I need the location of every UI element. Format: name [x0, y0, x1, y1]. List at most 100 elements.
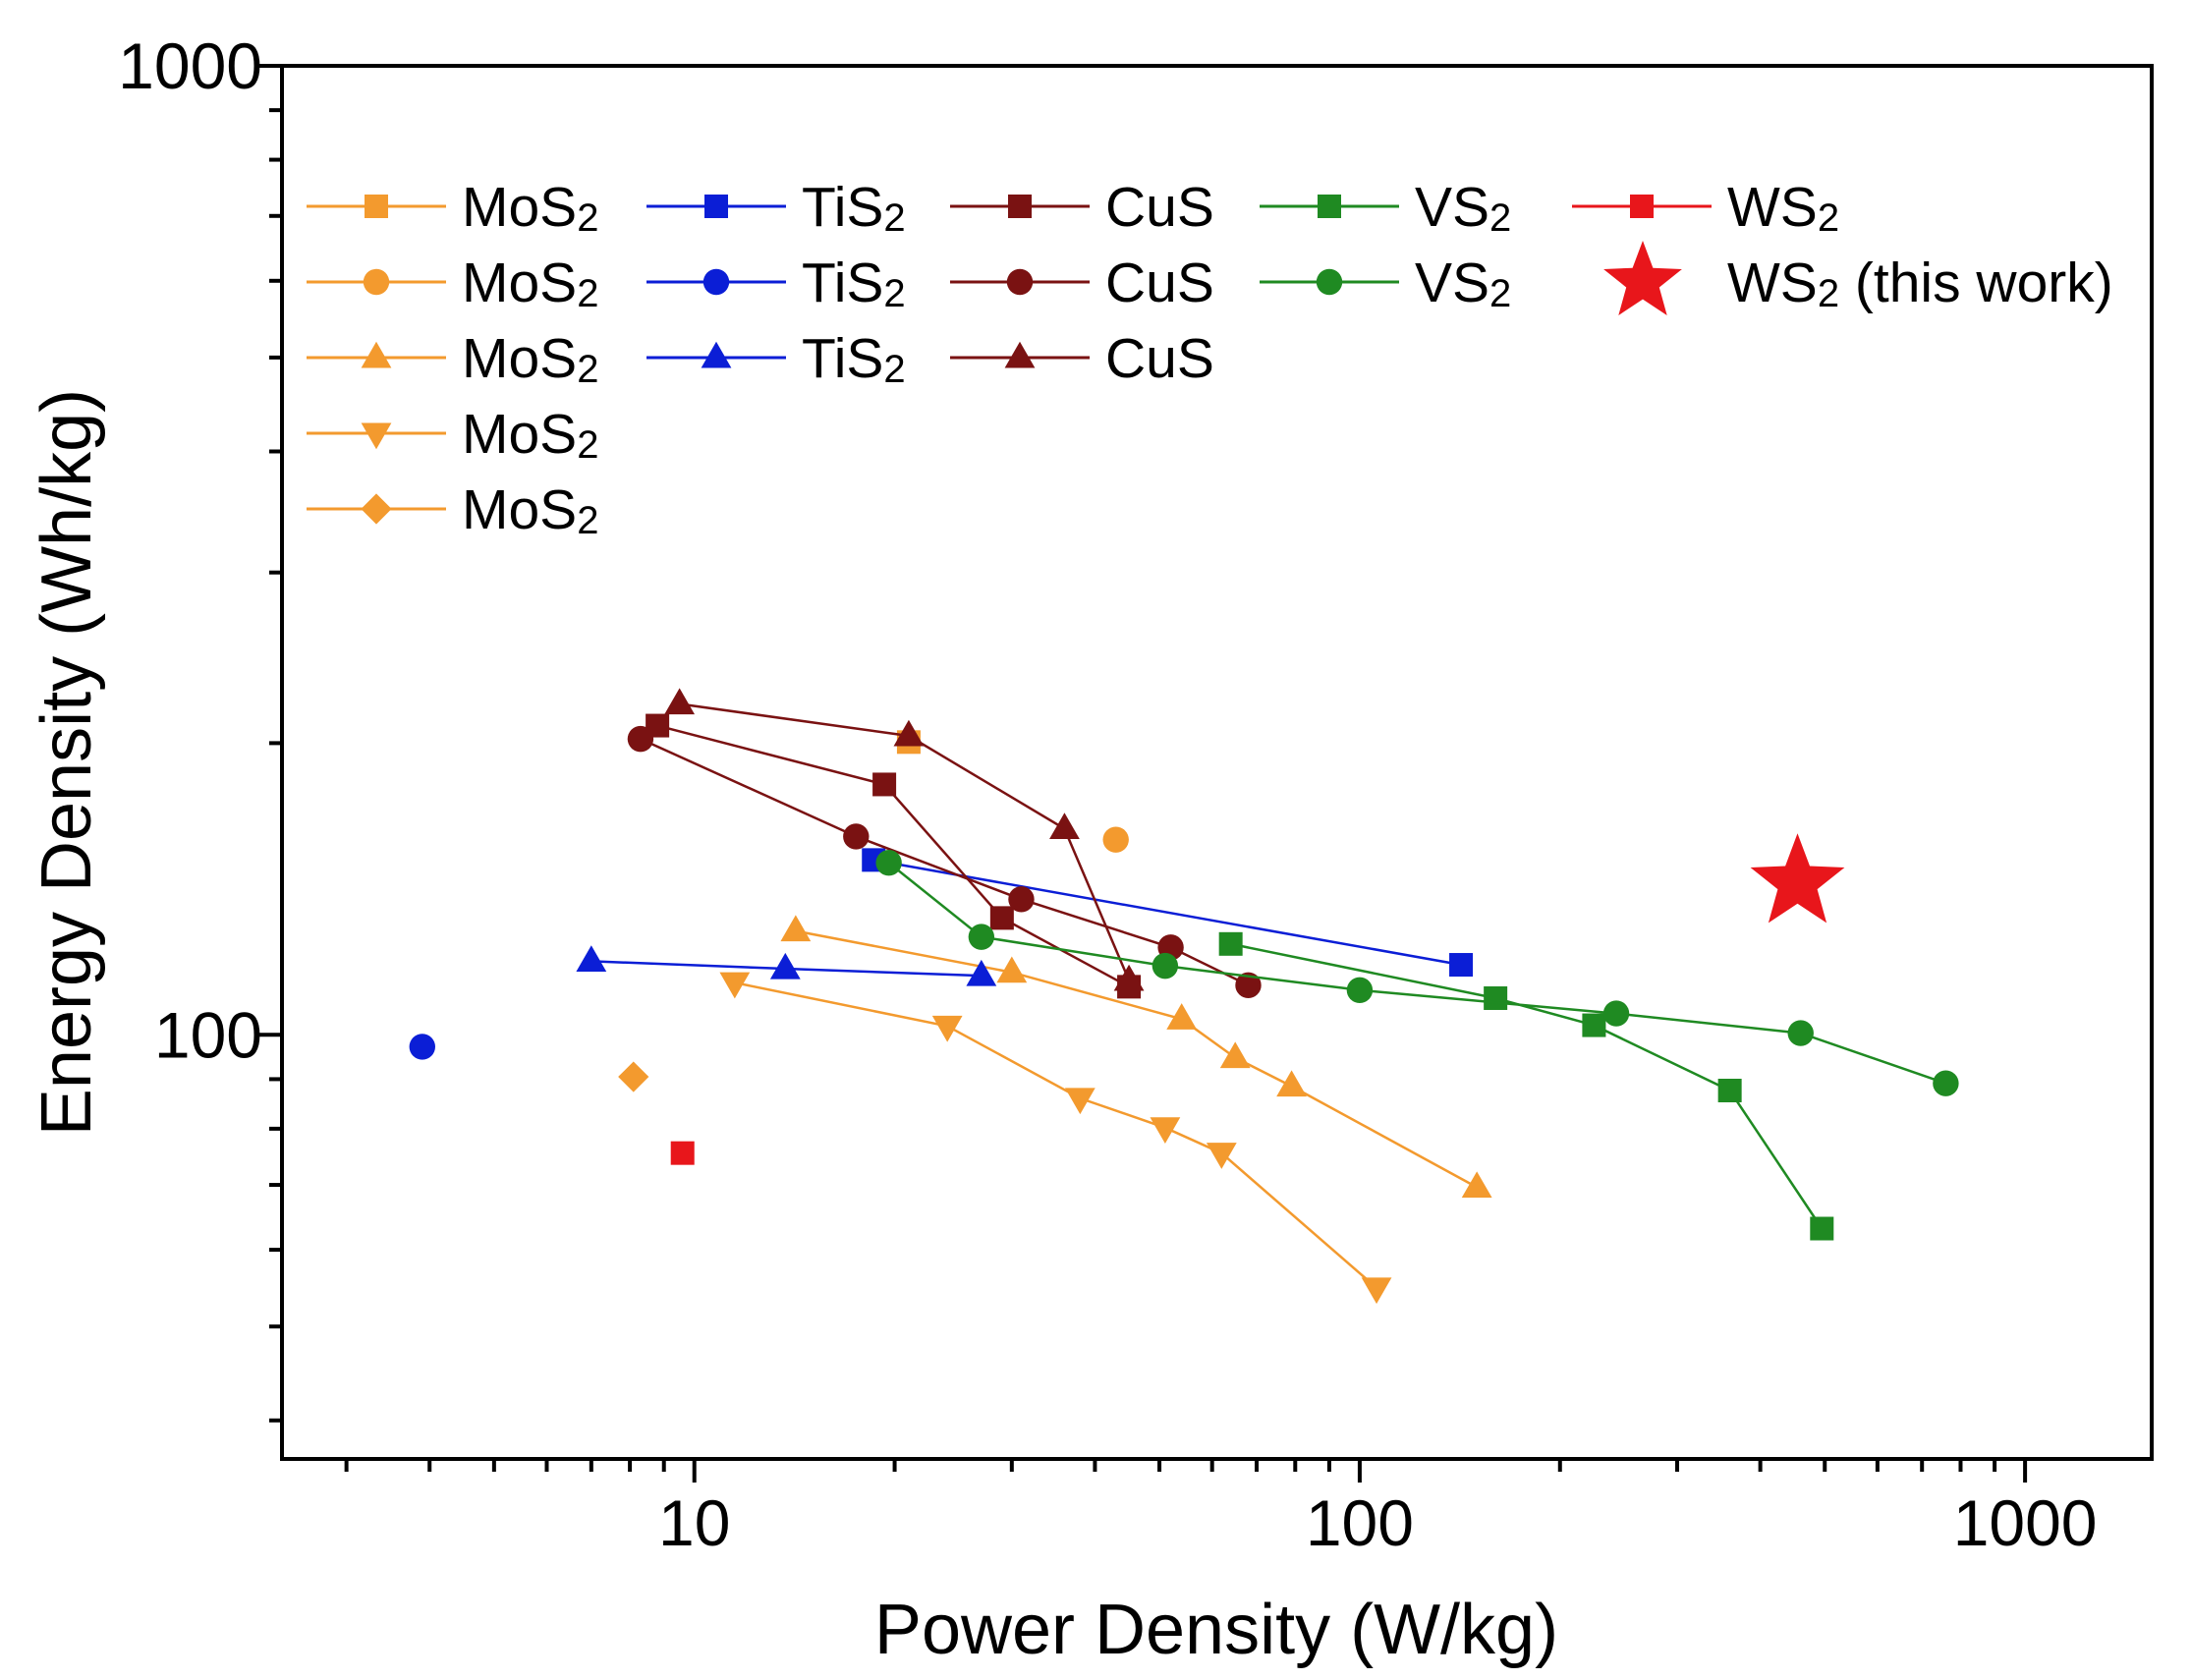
legend-label: VS2 [1415, 252, 1511, 315]
legend-entry-cus-square: CuS [950, 176, 1214, 239]
legend-label: MoS2 [462, 478, 598, 542]
series-vs-circle [875, 849, 1959, 1096]
legend-marker [361, 341, 392, 368]
y-axis-title: Energy Density (Wh/kg) [28, 389, 106, 1136]
legend-label: MoS2 [462, 327, 598, 391]
series-line [872, 859, 1462, 967]
series-tis-triangle-up [576, 945, 997, 986]
data-point [996, 956, 1028, 983]
series-line [640, 737, 1250, 986]
legend-entry-ws-square: WS2 [1572, 176, 1839, 240]
data-point [780, 915, 812, 942]
series-line [795, 929, 1478, 1189]
data-point [670, 1141, 695, 1165]
legend-label: CuS [1105, 176, 1214, 239]
data-point [843, 823, 870, 850]
legend-marker [361, 422, 392, 450]
data-point [872, 772, 897, 797]
data-point [1049, 812, 1080, 840]
data-point [1235, 972, 1262, 999]
legend-marker [704, 195, 728, 218]
legend-marker [1603, 241, 1682, 315]
legend-label: TiS2 [802, 176, 906, 240]
data-point [1166, 1003, 1198, 1030]
data-point [968, 924, 995, 950]
legend-entry-tis-square: TiS2 [646, 176, 906, 240]
legend-entry-vs-square: VS2 [1260, 176, 1511, 240]
data-point [1602, 1000, 1630, 1027]
series-layer [409, 688, 1959, 1305]
data-point [618, 1061, 649, 1092]
plot-frame [280, 64, 2154, 1461]
data-point [719, 972, 751, 999]
series-tis-circle [409, 1034, 435, 1060]
x-tick-label: 100 [1306, 1486, 1414, 1559]
data-point [1113, 964, 1145, 991]
data-point [1152, 952, 1179, 980]
legend-entry-tis-circle: TiS2 [646, 252, 906, 315]
data-point [1218, 931, 1243, 956]
legend-entry-tis-triangle-up: TiS2 [646, 327, 906, 391]
data-point [893, 719, 925, 747]
legend-marker [365, 195, 388, 218]
series-mos-triangle-down [719, 972, 1392, 1305]
legend-entry-mos-circle: MoS2 [307, 252, 598, 315]
legend-label: WS2 (this work) [1727, 252, 2113, 315]
data-point [1150, 1117, 1181, 1145]
axis-layer: 10 100 1000 100 1000 [118, 29, 2097, 1559]
data-point [1064, 1088, 1096, 1115]
data-point [1717, 1079, 1742, 1103]
x-tick-label: 10 [658, 1486, 730, 1559]
data-point [931, 1015, 963, 1042]
data-point [627, 725, 654, 753]
series-ws-star [1750, 833, 1845, 924]
legend-label: VS2 [1415, 176, 1511, 240]
data-point [576, 945, 607, 972]
data-point [1461, 1171, 1492, 1199]
data-point [1206, 1143, 1237, 1169]
legend-label: MoS2 [462, 176, 598, 240]
y-tick-label: 1000 [118, 29, 262, 102]
legend: MoS2 MoS2 MoS2 MoS2 MoS2 TiS2 TiS2 TiS2 CuS CuS Cu… [307, 176, 2113, 542]
data-point [966, 959, 997, 986]
legend-marker [1008, 195, 1032, 218]
data-point [989, 906, 1014, 930]
series-cus-triangle-up [664, 688, 1145, 991]
legend-marker [701, 341, 732, 368]
data-point [875, 849, 902, 876]
data-point [1750, 833, 1845, 924]
data-point [1008, 886, 1035, 913]
data-point [769, 952, 801, 980]
legend-entry-mos-diamond: MoS2 [307, 478, 598, 542]
series-cus-circle [627, 725, 1262, 999]
series-line [679, 702, 1131, 981]
legend-entry-mos-square: MoS2 [307, 176, 598, 240]
legend-entry-mos-triangle-up: MoS2 [307, 327, 598, 391]
series-mos-circle [1102, 826, 1129, 853]
legend-label: WS2 [1727, 176, 1839, 240]
legend-entry-mos-triangle-down: MoS2 [307, 403, 598, 467]
legend-marker [361, 493, 392, 525]
data-point [1102, 826, 1129, 853]
legend-marker [1316, 268, 1343, 296]
series-vs-square [1218, 931, 1834, 1241]
legend-entry-vs-circle: VS2 [1260, 252, 1511, 315]
legend-label: CuS [1105, 252, 1214, 314]
data-point [1582, 1013, 1606, 1037]
legend-marker [1004, 341, 1036, 368]
data-point [1361, 1277, 1392, 1305]
x-axis-title: Power Density (W/kg) [874, 1591, 1558, 1669]
series-mos-diamond [618, 1061, 649, 1092]
series-line [656, 724, 1130, 988]
legend-marker [1318, 195, 1341, 218]
data-point [1346, 977, 1374, 1004]
data-point [664, 688, 696, 715]
data-point [1219, 1041, 1251, 1069]
legend-marker [1630, 195, 1654, 218]
series-mos-triangle-up [780, 915, 1492, 1199]
legend-label: TiS2 [802, 327, 906, 391]
data-point [1933, 1070, 1959, 1096]
series-line [734, 980, 1377, 1289]
data-point [1276, 1070, 1307, 1097]
